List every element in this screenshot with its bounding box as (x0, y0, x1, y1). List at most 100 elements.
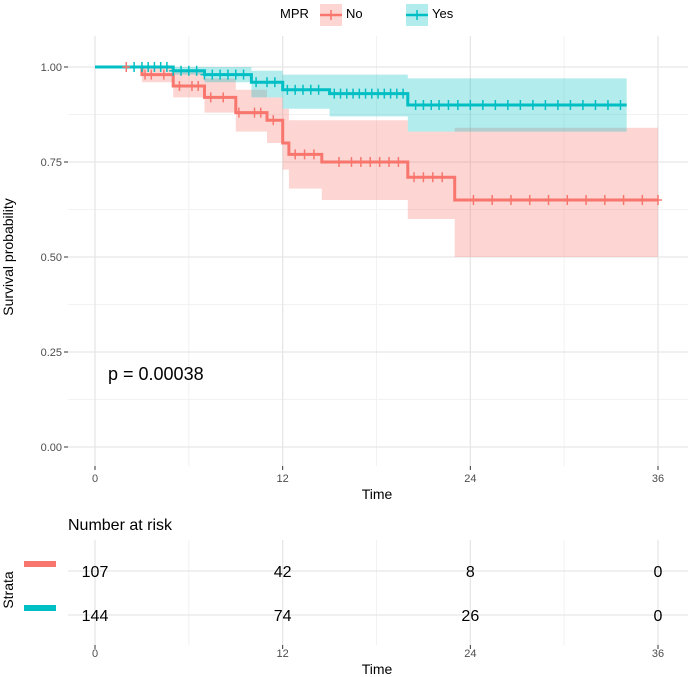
censor-mark-no (544, 195, 553, 205)
censor-mark-no (619, 195, 628, 205)
legend-label-no: No (346, 6, 363, 21)
censor-mark-yes (591, 100, 600, 110)
censor-mark-no (582, 195, 591, 205)
censor-mark-no (147, 69, 156, 80)
censor-mark-no (394, 157, 403, 167)
censor-mark-yes (130, 62, 139, 72)
censor-mark-no (256, 107, 265, 118)
censor-mark-yes (223, 69, 232, 80)
main-axes: 0 12 24 36 0.00 0.25 0.50 0.75 1.00 (41, 62, 665, 485)
censor-mark-no (334, 157, 343, 167)
x-axis-title: Time (362, 486, 393, 502)
censor-mark-yes (435, 100, 444, 110)
censor-mark-no (419, 172, 428, 183)
panel-background (68, 36, 688, 466)
risk-table-panel: Number at risk 107 42 8 0 144 74 26 0 0 12 24 36 S… (0, 517, 688, 677)
censor-mark-yes (453, 100, 462, 110)
censor-mark-yes (578, 100, 587, 110)
censor-mark-yes (208, 69, 217, 80)
risk-x-axis-title: Time (362, 661, 393, 677)
censor-mark-no (219, 92, 228, 103)
censor-mark-yes (270, 77, 279, 88)
censor-mark-no (506, 195, 515, 205)
risk-panel-background (68, 540, 688, 645)
risk-value-no: 8 (466, 564, 475, 581)
censor-mark-yes (466, 100, 475, 110)
censor-mark-yes (283, 84, 292, 95)
censor-mark-yes (541, 100, 550, 110)
censor-mark-yes (231, 69, 240, 80)
censor-mark-no (525, 195, 534, 205)
risk-value-yes: 26 (461, 608, 479, 625)
censor-mark-no (638, 195, 647, 205)
y-tick-label: 0.75 (41, 157, 62, 169)
censor-mark-yes (252, 77, 261, 88)
main-gridlines (68, 36, 688, 466)
censor-mark-no (469, 195, 478, 205)
censor-mark-no (375, 157, 384, 167)
censor-mark-no (291, 149, 300, 160)
censor-mark-no (654, 195, 662, 205)
censor-mark-yes (427, 100, 436, 110)
censor-mark-yes (169, 65, 178, 76)
censor-mark-no (206, 92, 215, 103)
censor-mark-yes (298, 84, 307, 95)
risk-value-yes: 144 (82, 608, 109, 625)
censor-mark-no (269, 115, 278, 126)
censor-mark-no (438, 172, 447, 183)
p-value-annotation: p = 0.00038 (108, 364, 204, 384)
censor-mark-yes (216, 69, 225, 80)
censor-mark-yes (603, 100, 612, 110)
censor-mark-no (122, 62, 131, 72)
risk-x-tick-label: 0 (92, 648, 98, 660)
survival-plot-panel: 0 12 24 360.000.250.500.751.00 p = 0.00038 … (0, 36, 688, 502)
censor-mark-yes (192, 65, 201, 76)
censor-mark-yes (184, 65, 193, 76)
censor-mark-no (366, 157, 375, 167)
censor-mark-no (428, 172, 437, 183)
risk-value-yes: 74 (274, 608, 292, 625)
censor-mark-yes (478, 100, 487, 110)
censor-mark-yes (306, 84, 315, 95)
legend-title: MPR (280, 6, 309, 21)
y-tick-label: 1.00 (41, 62, 62, 74)
censor-mark-yes (200, 69, 209, 80)
censor-mark-yes (528, 100, 537, 110)
censor-mark-yes (553, 100, 562, 110)
censor-mark-yes (399, 88, 408, 99)
censor-mark-no (194, 81, 203, 91)
risk-gridlines (68, 540, 688, 645)
censor-mark-no (309, 149, 318, 160)
censor-mark-yes (503, 100, 512, 110)
x-tick-label: 24 (464, 473, 476, 485)
risk-x-tick-label: 12 (277, 648, 289, 660)
censor-mark-no (385, 157, 394, 167)
risk-x-tick-label: 36 (652, 648, 664, 660)
risk-y-axis-title: Strata (0, 571, 16, 609)
censor-mark-yes (291, 84, 300, 95)
censor-mark-yes (616, 100, 625, 110)
censor-mark-yes (177, 65, 186, 76)
risk-values: 107 42 8 0 144 74 26 0 (24, 561, 663, 625)
risk-value-yes: 0 (654, 608, 663, 625)
censor-mark-yes (516, 100, 525, 110)
x-tick-label: 12 (277, 473, 289, 485)
confidence-band-yes (95, 67, 627, 132)
censor-marks (122, 62, 662, 205)
x-tick-label: 0 (92, 473, 98, 485)
censor-mark-no (356, 157, 365, 167)
censor-mark-no (563, 195, 572, 205)
censor-mark-yes (491, 100, 500, 110)
censor-mark-yes (162, 62, 171, 72)
risk-axes: 0 12 24 36 (92, 645, 664, 660)
y-tick-label: 0.50 (41, 252, 62, 264)
censor-mark-no (300, 149, 309, 160)
censor-mark-no (488, 195, 497, 205)
censor-mark-no (600, 195, 609, 205)
y-axis-title: Survival probability (0, 198, 16, 316)
censor-mark-yes (411, 100, 420, 110)
legend: MPR No Yes (280, 4, 454, 26)
legend-label-yes: Yes (432, 6, 454, 21)
censor-mark-no (347, 157, 356, 167)
x-tick-label: 36 (652, 473, 664, 485)
